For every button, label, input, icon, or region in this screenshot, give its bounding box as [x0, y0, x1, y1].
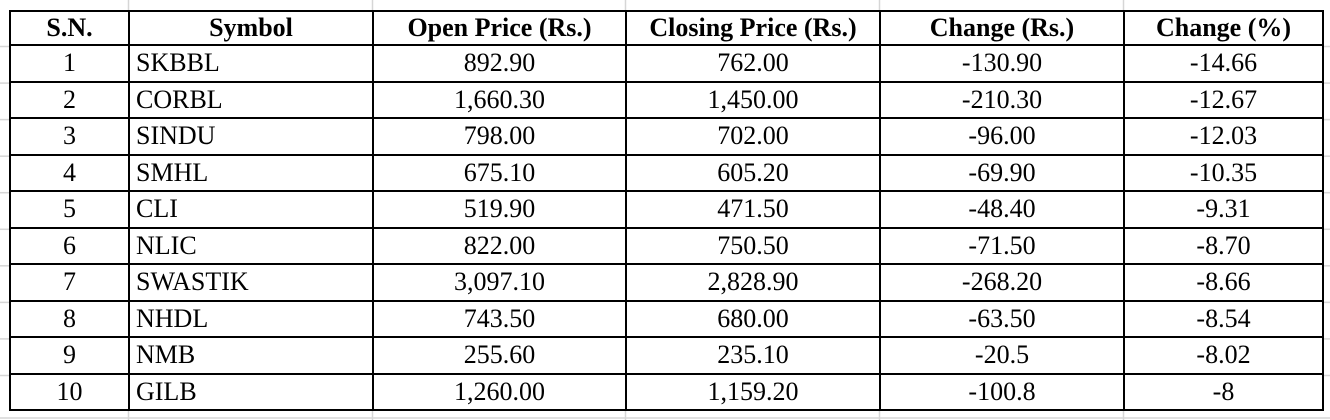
cell-sn: 7: [9, 263, 130, 302]
table-row: 9 NMB 255.60 235.10 -20.5 -8.02: [9, 336, 1324, 375]
cell-sn: 6: [9, 226, 130, 265]
cell-change-pct: -8.02: [1123, 336, 1324, 375]
col-header-closing-price: Closing Price (Rs.): [625, 10, 881, 46]
cell-change-rs: -100.8: [879, 372, 1125, 411]
cell-sn: 3: [9, 117, 130, 156]
price-change-table: S.N. Symbol Open Price (Rs.) Closing Pri…: [9, 10, 1324, 411]
cell-closing-price: 605.20: [625, 153, 881, 192]
cell-change-pct: -8.70: [1123, 226, 1324, 265]
cell-sn: 9: [9, 336, 130, 375]
cell-open-price: 3,097.10: [372, 263, 627, 302]
cell-sn: 2: [9, 80, 130, 119]
cell-open-price: 892.90: [372, 44, 627, 83]
cell-change-rs: -130.90: [879, 44, 1125, 83]
table-row: 1 SKBBL 892.90 762.00 -130.90 -14.66: [9, 44, 1324, 83]
cell-open-price: 675.10: [372, 153, 627, 192]
cell-closing-price: 680.00: [625, 299, 881, 338]
table-row: 8 NHDL 743.50 680.00 -63.50 -8.54: [9, 299, 1324, 338]
cell-open-price: 822.00: [372, 226, 627, 265]
cell-change-rs: -69.90: [879, 153, 1125, 192]
cell-change-pct: -8: [1123, 372, 1324, 411]
cell-symbol: CLI: [128, 190, 374, 229]
table-row: 10 GILB 1,260.00 1,159.20 -100.8 -8: [9, 372, 1324, 411]
cell-symbol: CORBL: [128, 80, 374, 119]
cell-sn: 1: [9, 44, 130, 83]
cell-change-pct: -12.67: [1123, 80, 1324, 119]
cell-open-price: 1,660.30: [372, 80, 627, 119]
cell-change-pct: -10.35: [1123, 153, 1324, 192]
cell-symbol: NHDL: [128, 299, 374, 338]
cell-sn: 10: [9, 372, 130, 411]
cell-symbol: SINDU: [128, 117, 374, 156]
table-row: 6 NLIC 822.00 750.50 -71.50 -8.70: [9, 226, 1324, 265]
cell-open-price: 519.90: [372, 190, 627, 229]
cell-sn: 4: [9, 153, 130, 192]
cell-sn: 5: [9, 190, 130, 229]
cell-symbol: SWASTIK: [128, 263, 374, 302]
cell-change-rs: -63.50: [879, 299, 1125, 338]
cell-closing-price: 471.50: [625, 190, 881, 229]
cell-closing-price: 750.50: [625, 226, 881, 265]
cell-closing-price: 1,159.20: [625, 372, 881, 411]
cell-open-price: 798.00: [372, 117, 627, 156]
col-header-open-price: Open Price (Rs.): [372, 10, 627, 46]
cell-change-rs: -210.30: [879, 80, 1125, 119]
cell-change-pct: -8.66: [1123, 263, 1324, 302]
cell-change-rs: -96.00: [879, 117, 1125, 156]
table-row: 2 CORBL 1,660.30 1,450.00 -210.30 -12.67: [9, 80, 1324, 119]
cell-change-rs: -268.20: [879, 263, 1125, 302]
cell-open-price: 255.60: [372, 336, 627, 375]
table-row: 4 SMHL 675.10 605.20 -69.90 -10.35: [9, 153, 1324, 192]
cell-change-rs: -48.40: [879, 190, 1125, 229]
cell-symbol: NLIC: [128, 226, 374, 265]
table-row: 7 SWASTIK 3,097.10 2,828.90 -268.20 -8.6…: [9, 263, 1324, 302]
cell-sn: 8: [9, 299, 130, 338]
header-row: S.N. Symbol Open Price (Rs.) Closing Pri…: [9, 10, 1324, 46]
cell-change-pct: -8.54: [1123, 299, 1324, 338]
cell-symbol: GILB: [128, 372, 374, 411]
cell-symbol: SMHL: [128, 153, 374, 192]
col-header-change-pct: Change (%): [1123, 10, 1324, 46]
col-header-change-rs: Change (Rs.): [879, 10, 1125, 46]
cell-closing-price: 2,828.90: [625, 263, 881, 302]
cell-change-pct: -12.03: [1123, 117, 1324, 156]
cell-closing-price: 235.10: [625, 336, 881, 375]
col-header-sn: S.N.: [9, 10, 130, 46]
cell-open-price: 743.50: [372, 299, 627, 338]
cell-symbol: NMB: [128, 336, 374, 375]
table-row: 5 CLI 519.90 471.50 -48.40 -9.31: [9, 190, 1324, 229]
cell-change-rs: -71.50: [879, 226, 1125, 265]
table-row: 3 SINDU 798.00 702.00 -96.00 -12.03: [9, 117, 1324, 156]
cell-closing-price: 1,450.00: [625, 80, 881, 119]
cell-closing-price: 762.00: [625, 44, 881, 83]
cell-closing-price: 702.00: [625, 117, 881, 156]
cell-change-pct: -14.66: [1123, 44, 1324, 83]
cell-symbol: SKBBL: [128, 44, 374, 83]
cell-open-price: 1,260.00: [372, 372, 627, 411]
col-header-symbol: Symbol: [128, 10, 374, 46]
cell-change-pct: -9.31: [1123, 190, 1324, 229]
cell-change-rs: -20.5: [879, 336, 1125, 375]
